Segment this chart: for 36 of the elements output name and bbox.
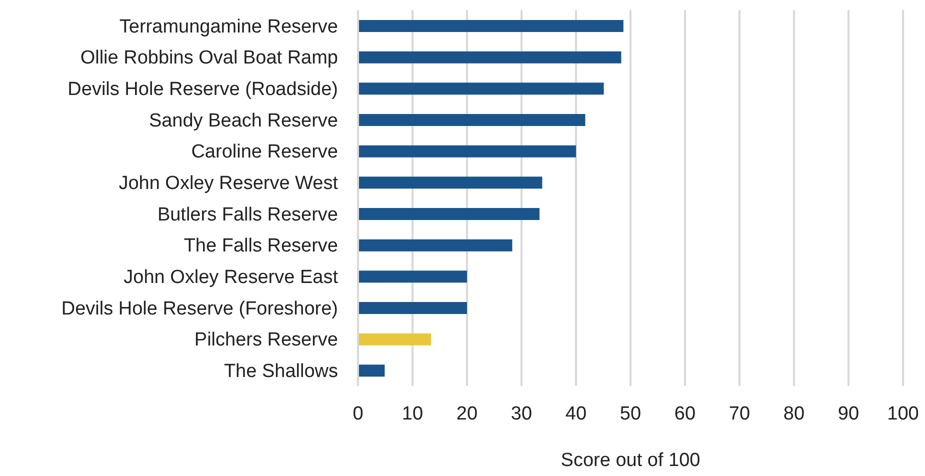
y-tick-label: John Oxley Reserve East <box>124 267 339 288</box>
bar <box>358 114 586 126</box>
bar <box>358 145 576 158</box>
bar <box>358 302 467 314</box>
x-axis-title: Score out of 100 <box>560 450 700 471</box>
bar <box>358 239 512 252</box>
y-tick-label: Caroline Reserve <box>191 142 338 163</box>
y-tick-label: Devils Hole Reserve (Roadside) <box>68 79 338 100</box>
x-tick-label: 40 <box>565 403 587 424</box>
y-tick-label: Devils Hole Reserve (Foreshore) <box>61 298 338 320</box>
x-tick-label: 90 <box>838 403 860 424</box>
y-tick-label: The Falls Reserve <box>184 236 338 257</box>
x-tick-label: 100 <box>887 403 919 424</box>
y-tick-label: Butlers Falls Reserve <box>157 204 338 226</box>
y-tick-label: Sandy Beach Reserve <box>148 110 338 132</box>
bar <box>358 51 622 64</box>
x-tick-label: 10 <box>402 403 424 424</box>
x-tick-label: 50 <box>620 403 642 424</box>
bar <box>358 176 542 189</box>
y-tick-label: John Oxley Reserve West <box>118 173 339 194</box>
y-tick-label: Terramungamine Reserve <box>119 16 338 38</box>
x-tick-label: 80 <box>783 403 805 424</box>
y-tick-label: The Shallows <box>224 361 338 382</box>
x-tick-label: 70 <box>728 403 750 424</box>
bar <box>358 82 604 95</box>
bar <box>358 333 432 346</box>
bar <box>358 20 624 32</box>
x-tick-label: 0 <box>352 403 364 424</box>
y-tick-label: Pilchers Reserve <box>194 330 338 351</box>
x-tick-label: 60 <box>674 403 696 424</box>
bar <box>358 364 385 377</box>
bar <box>358 208 540 220</box>
y-tick-label: Ollie Robbins Oval Boat Ramp <box>80 48 338 69</box>
x-tick-label: 30 <box>510 403 532 424</box>
x-tick-label: 20 <box>456 403 478 424</box>
bar <box>358 270 467 283</box>
